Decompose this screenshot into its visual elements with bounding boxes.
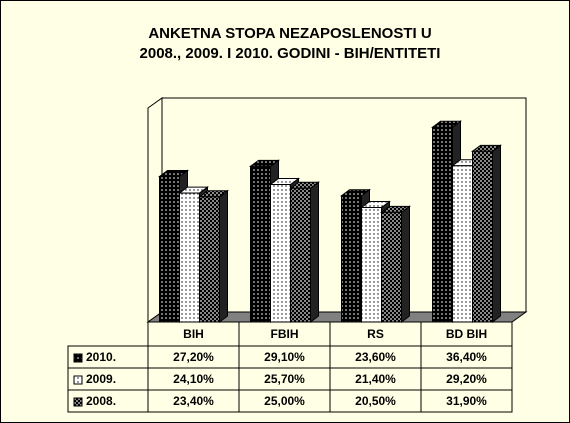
data-label: 23,40% (173, 394, 214, 408)
bar (341, 195, 362, 323)
bar (472, 150, 493, 323)
bar (290, 187, 311, 323)
data-label: 20,50% (355, 394, 396, 408)
data-label: 36,40% (446, 350, 487, 364)
data-label: 21,40% (355, 372, 396, 386)
legend-label: 2008. (86, 394, 116, 408)
legend-key (73, 375, 83, 385)
bar (199, 196, 220, 323)
legend-key (73, 397, 83, 407)
bar (270, 184, 291, 323)
data-label: 31,90% (446, 394, 487, 408)
chart-title: ANKETNA STOPA NEZAPOSLENOSTI U (148, 25, 431, 42)
data-label: 27,20% (173, 350, 214, 364)
data-label: 24,10% (173, 372, 214, 386)
bar (159, 175, 180, 323)
bar (381, 211, 402, 323)
bar (250, 165, 271, 323)
data-label: 23,60% (355, 350, 396, 364)
chart-title: 2008., 2009. I 2010. GODINI - BIH/ENTITE… (140, 45, 441, 62)
bar-side (310, 181, 319, 323)
legend-key (73, 353, 83, 363)
legend-label: 2009. (86, 372, 116, 386)
bar (452, 165, 473, 323)
data-label: 29,20% (446, 372, 487, 386)
data-label: 25,00% (264, 394, 305, 408)
bar (361, 207, 382, 323)
x-tick-label: BIH (183, 327, 204, 341)
data-label: 25,70% (264, 372, 305, 386)
bar (179, 192, 200, 323)
bar-side (492, 144, 501, 323)
bar (432, 126, 453, 323)
bar-side (401, 205, 410, 323)
data-label: 29,10% (264, 350, 305, 364)
x-tick-label: FBIH (271, 327, 299, 341)
x-tick-label: BD BIH (446, 327, 487, 341)
legend-label: 2010. (86, 350, 116, 364)
x-tick-label: RS (367, 327, 384, 341)
bar-side (219, 189, 228, 323)
